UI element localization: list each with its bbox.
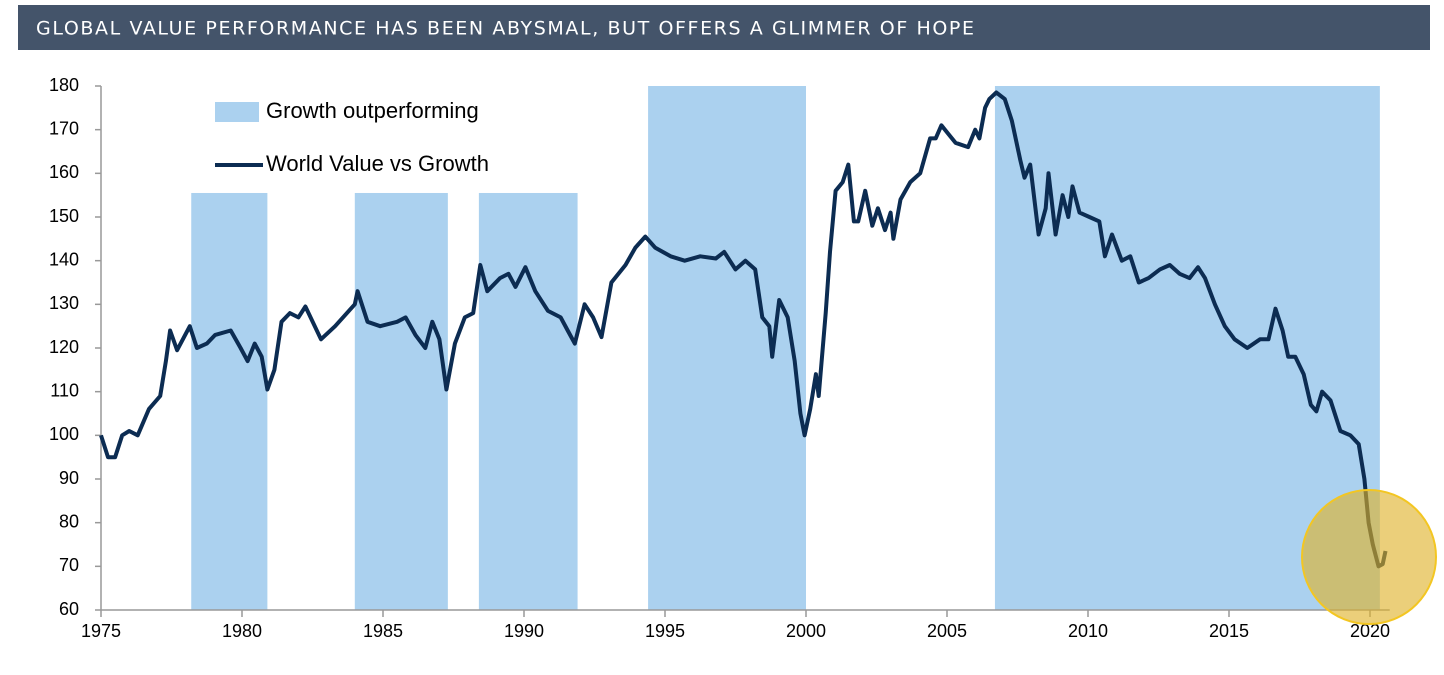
legend-label: Growth outperforming (266, 98, 479, 123)
x-tick-label: 1985 (363, 621, 403, 641)
y-tick-label: 160 (49, 162, 79, 182)
x-tick-label: 1975 (81, 621, 121, 641)
highlight-circle (1301, 489, 1437, 625)
y-tick-label: 150 (49, 206, 79, 226)
x-tick-label: 2015 (1209, 621, 1249, 641)
y-tick-label: 170 (49, 118, 79, 138)
x-tick-label: 1990 (504, 621, 544, 641)
y-tick-label: 70 (59, 555, 79, 575)
y-tick-label: 80 (59, 511, 79, 531)
chart-title: GLOBAL VALUE PERFORMANCE HAS BEEN ABYSMA… (36, 18, 976, 40)
title-bar (18, 5, 1430, 50)
y-tick-label: 100 (49, 424, 79, 444)
x-tick-label: 2000 (786, 621, 826, 641)
shaded-region (191, 192, 268, 610)
data-line (99, 90, 1388, 569)
legend-label: World Value vs Growth (266, 151, 489, 176)
y-tick-label: 110 (50, 380, 79, 400)
y-tick-label: 60 (59, 599, 79, 619)
y-tick-label: 140 (49, 249, 79, 269)
y-tick-label: 120 (49, 337, 79, 357)
y-tick-label: 90 (59, 468, 79, 488)
x-tick-label: 2010 (1068, 621, 1108, 641)
shaded-region (354, 192, 448, 610)
x-tick-label: 1995 (645, 621, 685, 641)
shaded-region (478, 192, 578, 610)
x-tick-label: 1980 (222, 621, 262, 641)
y-tick-label: 130 (49, 293, 79, 313)
legend-swatch (215, 102, 259, 122)
x-tick-label: 2020 (1350, 621, 1390, 641)
x-tick-label: 2005 (927, 621, 967, 641)
shaded-region (648, 86, 806, 610)
y-tick-label: 180 (49, 75, 79, 95)
